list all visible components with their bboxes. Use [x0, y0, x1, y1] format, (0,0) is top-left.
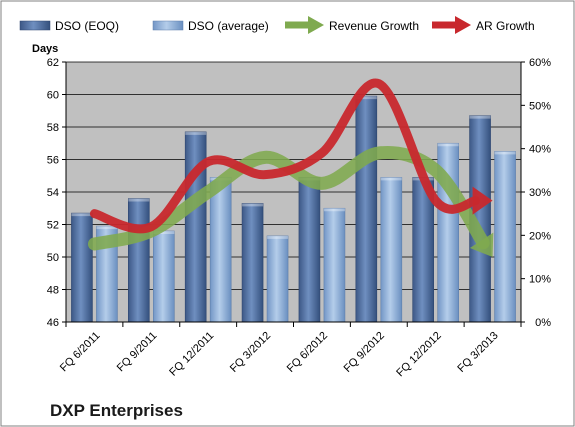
bar-dso-average: [209, 177, 232, 323]
bar-dso-average: [153, 230, 175, 323]
bar-dso-average-highlight: [494, 151, 516, 155]
bar-dso-average-highlight: [96, 226, 118, 230]
legend-label-dso-average: DSO (average): [188, 19, 269, 33]
y2-tick-label: 10%: [529, 274, 551, 286]
bar-dso-eoq: [128, 198, 150, 323]
bar-dso-eoq: [241, 203, 264, 323]
y-tick-label: 50: [47, 252, 59, 264]
y2-tick-label: 20%: [529, 230, 551, 242]
y-tick-label: 58: [47, 122, 59, 134]
y-tick-label: 56: [47, 155, 59, 167]
legend-arrowhead-revenue-growth: [308, 16, 324, 34]
bar-dso-eoq: [298, 177, 321, 323]
bar-dso-average-highlight: [323, 208, 345, 212]
y-tick-label: 46: [47, 317, 59, 329]
legend-label-ar-growth: AR Growth: [476, 19, 535, 33]
bar-dso-average-highlight: [267, 235, 289, 239]
legend-label-revenue-growth: Revenue Growth: [329, 19, 419, 33]
legend-swatch-dso-average: [152, 20, 184, 31]
bar-dso-average-highlight: [437, 143, 459, 147]
bar-dso-average: [266, 235, 289, 323]
bar-dso-eoq-highlight: [355, 96, 377, 100]
y-tick-label: 62: [47, 57, 59, 69]
y-tick-label: 48: [47, 285, 59, 297]
bar-dso-eoq: [71, 212, 93, 323]
y-tick-label: 60: [47, 90, 59, 102]
bar-dso-eoq-highlight: [242, 203, 264, 207]
bar-dso-average: [380, 177, 403, 323]
growth-arrows: [87, 78, 494, 257]
y2-tick-label: 30%: [529, 187, 551, 199]
bar-dso-eoq-highlight: [128, 198, 150, 202]
legend-arrowhead-ar-growth: [455, 16, 471, 34]
bar-dso-average: [323, 207, 346, 323]
y2-tick-label: 40%: [529, 144, 551, 156]
legend-swatch-dso-eoq: [19, 20, 51, 31]
ar-growth-arrowhead: [472, 186, 493, 215]
bars: [71, 95, 516, 323]
bar-dso-average: [494, 151, 516, 323]
bar-dso-eoq-highlight: [185, 131, 207, 135]
legend: DSO (EOQ) DSO (average) Revenue Growth A…: [19, 16, 535, 34]
bar-dso-eoq-highlight: [71, 213, 93, 217]
y2-tick-label: 50%: [529, 100, 551, 112]
y2-tick-label: 0%: [535, 317, 551, 329]
y-tick-label: 54: [47, 187, 59, 199]
company-name: DXP Enterprises: [50, 401, 183, 420]
bar-dso-eoq: [355, 95, 378, 323]
bar-dso-average-highlight: [153, 231, 175, 234]
ar-growth-line: [89, 78, 481, 234]
legend-label-dso-eoq: DSO (EOQ): [55, 19, 119, 33]
y-tick-label: 52: [47, 220, 59, 232]
bar-dso-average-highlight: [380, 177, 402, 181]
bar-dso-eoq-highlight: [469, 115, 491, 119]
revenue-growth-arrowhead: [469, 232, 494, 257]
y-axis-title: Days: [32, 43, 58, 55]
y2-tick-label: 60%: [529, 57, 551, 69]
